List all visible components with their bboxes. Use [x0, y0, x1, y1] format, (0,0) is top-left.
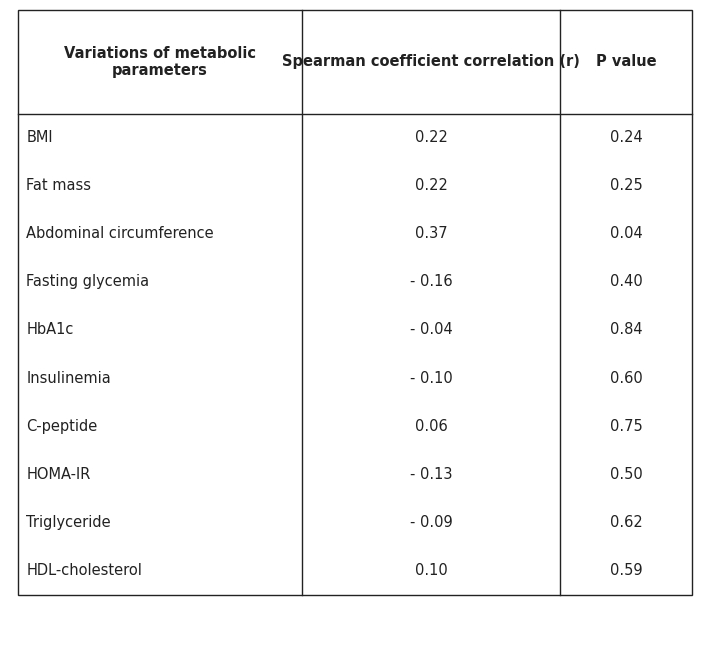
Text: 0.60: 0.60: [610, 371, 643, 385]
Text: 0.10: 0.10: [415, 563, 447, 578]
Text: - 0.04: - 0.04: [410, 323, 452, 337]
Text: - 0.13: - 0.13: [410, 467, 452, 482]
Text: Insulinemia: Insulinemia: [26, 371, 111, 385]
Text: - 0.16: - 0.16: [410, 275, 452, 289]
Text: 0.59: 0.59: [610, 563, 643, 578]
Text: HDL-cholesterol: HDL-cholesterol: [26, 563, 142, 578]
Text: - 0.09: - 0.09: [410, 515, 452, 530]
Text: 0.50: 0.50: [610, 467, 643, 482]
Text: Abdominal circumference: Abdominal circumference: [26, 226, 214, 241]
Text: P value: P value: [596, 54, 657, 69]
Text: HbA1c: HbA1c: [26, 323, 74, 337]
Text: 0.06: 0.06: [415, 419, 447, 434]
Text: Variations of metabolic
parameters: Variations of metabolic parameters: [64, 45, 256, 78]
Text: 0.24: 0.24: [610, 130, 643, 145]
Text: 0.62: 0.62: [610, 515, 643, 530]
Text: Fat mass: Fat mass: [26, 178, 92, 193]
Text: 0.22: 0.22: [415, 178, 448, 193]
Text: 0.40: 0.40: [610, 275, 643, 289]
Text: BMI: BMI: [26, 130, 53, 145]
Text: 0.75: 0.75: [610, 419, 643, 434]
Text: 0.84: 0.84: [610, 323, 643, 337]
Text: C-peptide: C-peptide: [26, 419, 97, 434]
Text: 0.22: 0.22: [415, 130, 448, 145]
Bar: [18, 10, 692, 595]
Text: 0.37: 0.37: [415, 226, 447, 241]
Text: HOMA-IR: HOMA-IR: [26, 467, 91, 482]
Text: 0.25: 0.25: [610, 178, 643, 193]
Text: Triglyceride: Triglyceride: [26, 515, 111, 530]
Text: 0.04: 0.04: [610, 226, 643, 241]
Text: Fasting glycemia: Fasting glycemia: [26, 275, 149, 289]
Text: Spearman coefficient correlation (r): Spearman coefficient correlation (r): [283, 54, 580, 69]
Text: - 0.10: - 0.10: [410, 371, 452, 385]
